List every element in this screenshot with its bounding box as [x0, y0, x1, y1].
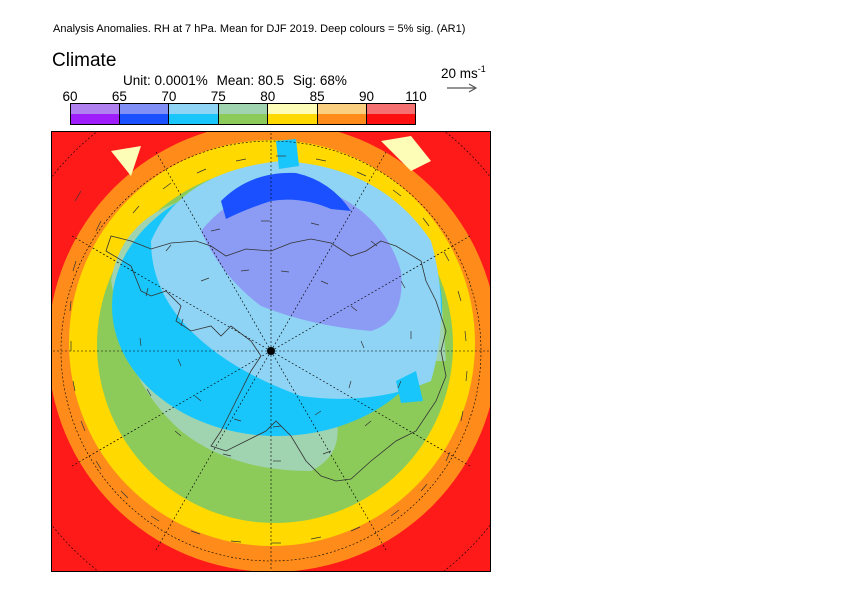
colorbar-deep: [70, 114, 417, 125]
sig-label: Sig: 68%: [292, 73, 347, 88]
wind-vectors: [69, 155, 468, 544]
stats-line: Unit: 0.0001% Mean: 80.5 Sig: 68%: [123, 73, 347, 88]
wind-scale-arrow-icon: [447, 83, 478, 93]
colorbar-deep-box: [367, 114, 417, 125]
colorbar-tick: 110: [405, 89, 427, 104]
colorbar-tick: 75: [210, 89, 226, 104]
radial-grid: [51, 131, 491, 572]
wind-scale-value: 20 ms: [441, 66, 478, 81]
wind-scale-label: 20 ms-1: [441, 64, 486, 81]
colorbar-deep-box: [169, 114, 219, 125]
figure-title: Analysis Anomalies. RH at 7 hPa. Mean fo…: [53, 23, 466, 35]
colorbar-deep-box: [218, 114, 269, 125]
colorbar-light-box: [367, 103, 417, 114]
colorbar-deep-box: [119, 114, 170, 125]
colorbar-tick: 70: [161, 89, 177, 104]
band-85-light-ne: [111, 136, 431, 176]
colorbar-tick: 85: [309, 89, 325, 104]
band-70-deep-patches: [276, 139, 423, 403]
colorbar-light-box: [218, 103, 269, 114]
colorbar-deep-box: [268, 114, 318, 125]
colorbar-tick: 90: [359, 89, 375, 104]
colorbar-tick: 80: [260, 89, 276, 104]
unit-label: Unit: 0.0001%: [123, 73, 208, 88]
colorbar-deep-box: [70, 114, 120, 125]
antarctica-coastline: [105, 235, 447, 482]
band-65-light: [201, 185, 402, 331]
colorbar-light-box: [317, 103, 368, 114]
colorbar-tick: 65: [111, 89, 127, 104]
colorbar-light-box: [119, 103, 170, 114]
colorbar-deep-box: [317, 114, 368, 125]
map-frame: [51, 131, 491, 572]
region-title: Climate: [52, 50, 117, 71]
mean-label: Mean: 80.5: [216, 73, 285, 88]
colorbar-light-box: [268, 103, 318, 114]
colorbar-light: [70, 103, 417, 114]
polar-map: [51, 131, 491, 572]
colorbar-light-box: [70, 103, 120, 114]
band-65-deep: [221, 172, 351, 219]
pole-marker: [267, 347, 275, 355]
wind-scale-exponent: -1: [477, 64, 486, 74]
colorbar-tick: 60: [62, 89, 78, 104]
colorbar-light-box: [169, 103, 219, 114]
